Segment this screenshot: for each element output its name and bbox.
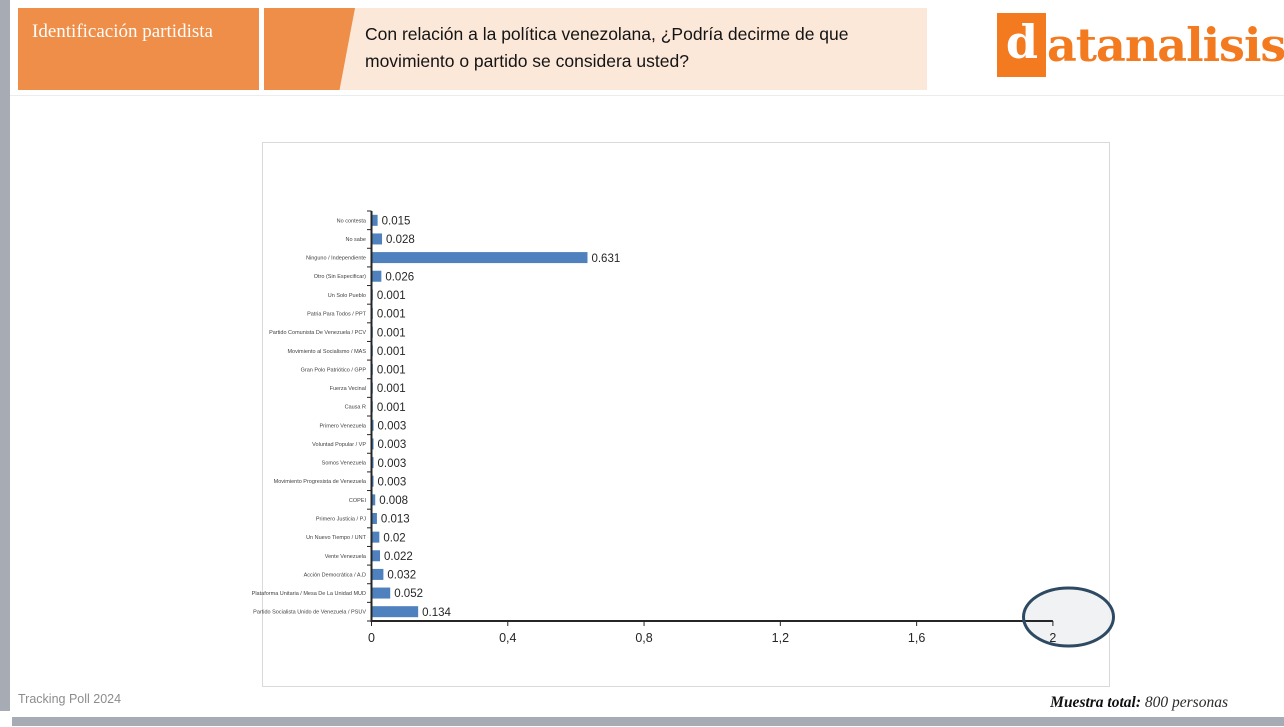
value-label: 0.015 [382,216,411,228]
category-label: COPEI [349,498,367,504]
bar [372,457,374,469]
datanalisis-logo: d atanalisis [997,12,1284,78]
x-tick-label: 0 [368,631,375,645]
category-label: Otro (Sin Especificar) [314,274,366,280]
logo-d-mark: d [997,13,1046,77]
category-label: Causa R [345,405,366,411]
value-label: 0.001 [377,346,406,358]
x-tick-label: 0,4 [499,631,516,645]
bar [372,475,374,487]
section-title: Identificación partidista [18,8,259,90]
value-label: 0.008 [379,495,408,507]
bar [372,494,376,506]
value-label: 0.001 [377,327,406,339]
value-label: 0.052 [394,588,423,600]
category-label: Primero Venezuela [320,423,367,429]
value-label: 0.631 [591,253,620,265]
logo-wordmark: atanalisis [1047,18,1284,72]
value-label: 0.022 [384,551,413,563]
category-label: Fuerza Vecinal [330,386,366,392]
value-label: 0.02 [383,532,405,544]
bar [372,233,383,245]
bar [372,531,380,543]
value-label: 0.003 [378,458,407,470]
value-label: 0.001 [377,309,406,321]
annotation-ellipse [1022,586,1115,648]
sample-size-value: 800 personas [1141,694,1228,711]
category-label: Somos Venezuela [322,461,367,467]
category-label: Gran Polo Patriótico / GPP [301,367,367,373]
tracking-poll-label: Tracking Poll 2024 [18,692,122,706]
category-label: Un Solo Pueblo [328,293,366,299]
category-label: No contesta [337,218,367,224]
header-accent-shape [264,8,355,90]
bar-chart: No contesta 0.015 No sabe 0.028 Ninguno / In… [252,210,1115,648]
chart-area: No contesta 0.015 No sabe 0.028 Ninguno / In… [252,142,1115,687]
bar [372,270,382,282]
category-label: No sabe [346,237,367,243]
value-label: 0.001 [377,365,406,377]
bar [372,587,391,599]
question-text: Con relación a la política venezolana, ¿… [338,8,927,90]
bar [372,214,378,226]
x-tick-label: 1,2 [772,631,789,645]
x-tick-label: 1,6 [908,631,925,645]
header-divider [10,95,1284,96]
bar [372,606,419,618]
category-label: Voluntad Popular / VP [312,442,366,448]
value-label: 0.003 [378,476,407,488]
window-left-edge [0,0,10,711]
value-label: 0.001 [377,290,406,302]
bar [372,419,374,431]
category-label: Ninguno / Independiente [306,256,366,262]
category-label: Movimiento al Socialismo / MAS [287,349,366,355]
bar [372,550,380,562]
x-tick-label: 2 [1049,631,1056,645]
category-label: Un Nuevo Tiempo / UNT [306,535,367,541]
category-label: Patria Para Todos / PPT [307,312,367,318]
bar [372,568,384,580]
value-label: 0.032 [387,570,416,582]
value-label: 0.134 [422,607,451,619]
x-tick-label: 0,8 [635,631,652,645]
value-label: 0.001 [377,383,406,395]
category-label: Partido Socialista Unido de Venezuela / … [253,610,366,616]
category-label: Acción Democrática / A.D [304,572,366,578]
value-label: 0.013 [381,514,410,526]
category-label: Partido Comunista De Venezuela / PCV [269,330,366,336]
value-label: 0.003 [378,421,407,433]
value-label: 0.026 [385,271,414,283]
bar [372,513,377,524]
category-label: Vente Venezuela [325,554,367,560]
sample-size-note: Muestra total: 800 personas [1050,694,1228,712]
horizontal-scrollbar[interactable] [12,717,1284,726]
category-label: Plataforma Unitaria / Mesa De La Unidad … [252,591,366,597]
sample-size-label: Muestra total: [1050,694,1142,711]
value-label: 0.028 [386,234,415,246]
value-label: 0.003 [378,439,407,451]
annotation-ellipse-fill [1023,588,1114,646]
category-label: Movimiento Progresista de Venezuela [274,479,367,485]
bar [372,438,374,450]
bar [372,252,588,264]
category-label: Primero Justicia / PJ [316,517,366,523]
value-label: 0.001 [377,402,406,414]
